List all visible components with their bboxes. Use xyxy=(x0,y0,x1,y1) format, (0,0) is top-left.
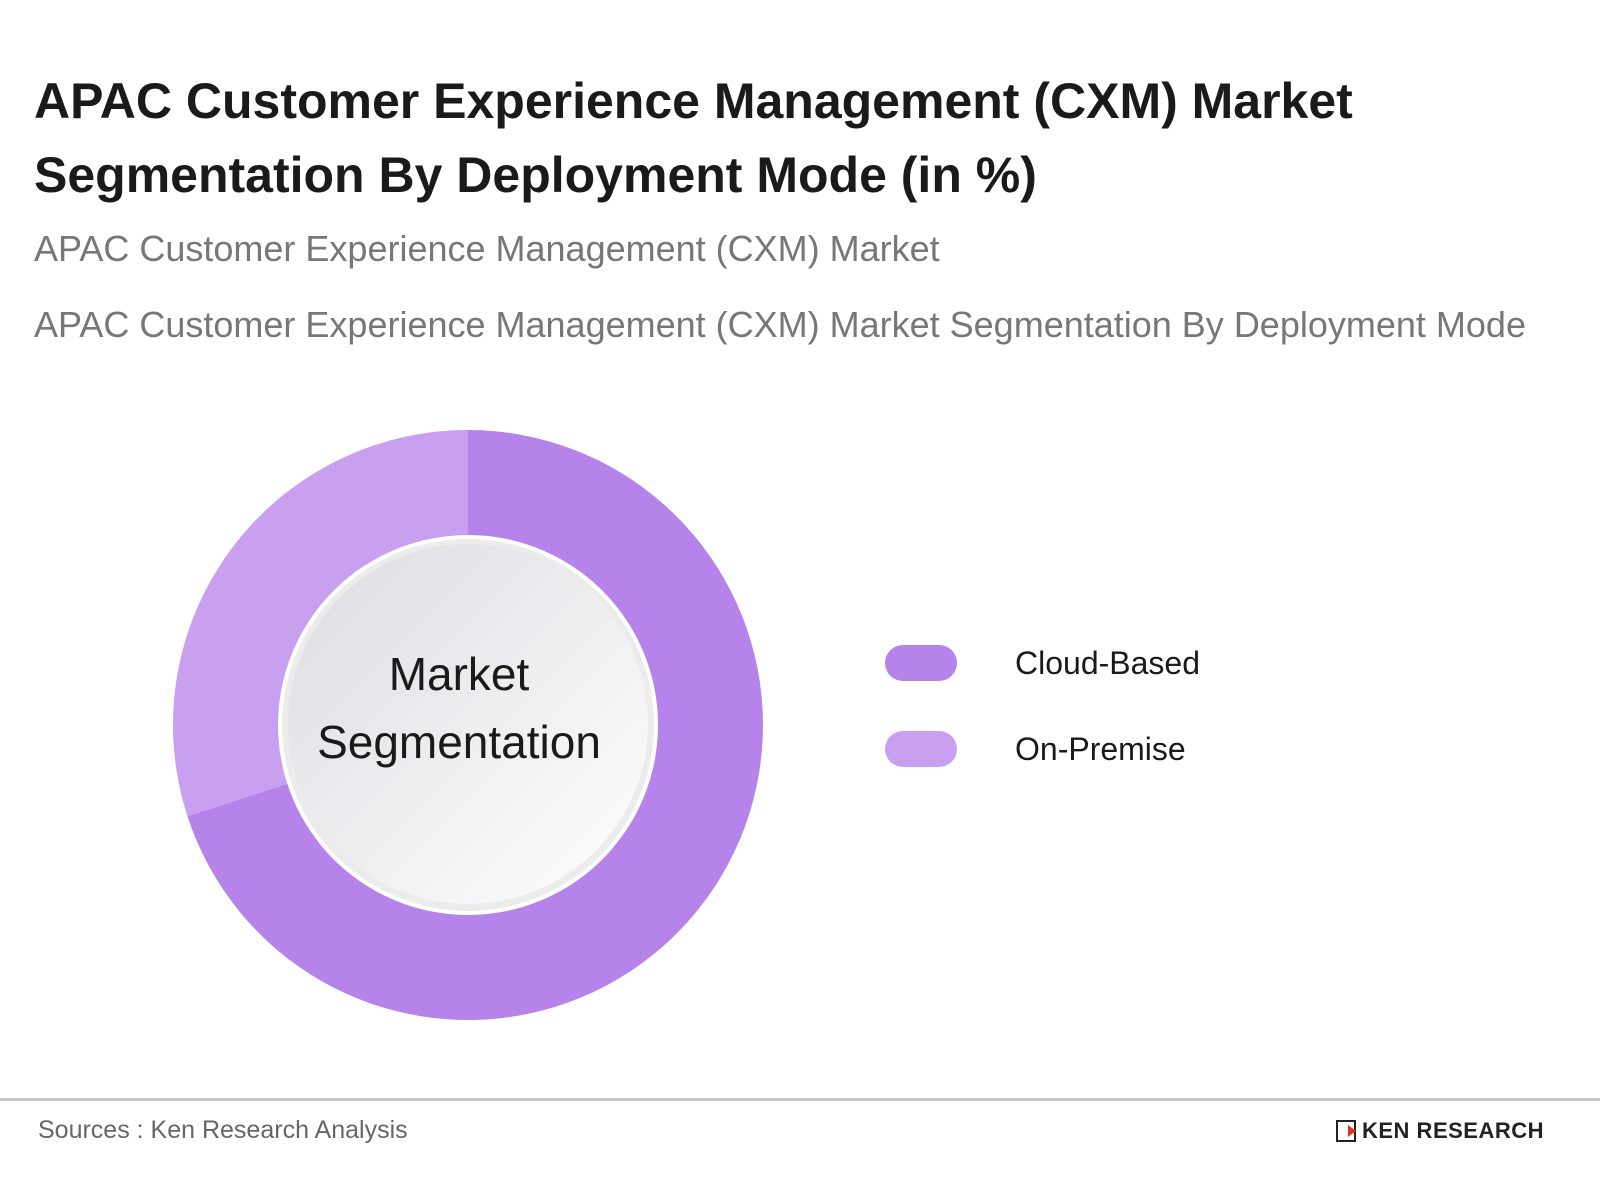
center-label: Market Segmentation xyxy=(317,648,601,768)
ken-research-logo: KEN RESEARCH xyxy=(1336,1118,1544,1144)
logo-mark-icon xyxy=(1336,1120,1356,1142)
legend-item-cloud-based: Cloud-Based xyxy=(885,620,1200,706)
source-note: Sources : Ken Research Analysis xyxy=(38,1116,408,1144)
legend: Cloud-Based On-Premise xyxy=(885,620,1200,792)
legend-label: Cloud-Based xyxy=(1015,644,1200,681)
slice-on-premise xyxy=(172,429,468,817)
footer-divider xyxy=(0,1098,1600,1101)
legend-label: On-Premise xyxy=(1015,730,1186,767)
chart-subtitle: APAC Customer Experience Management (CXM… xyxy=(34,228,940,269)
donut-chart xyxy=(172,429,763,1020)
legend-item-on-premise: On-Premise xyxy=(885,706,1200,792)
legend-swatch xyxy=(885,645,957,681)
center-disc xyxy=(288,544,648,904)
logo-text: KEN RESEARCH xyxy=(1362,1118,1545,1143)
chart-title: APAC Customer Experience Management (CXM… xyxy=(34,73,1353,203)
chart-description: APAC Customer Experience Management (CXM… xyxy=(34,304,1526,345)
slice-cloud-based xyxy=(187,430,763,1020)
legend-swatch xyxy=(885,731,957,767)
